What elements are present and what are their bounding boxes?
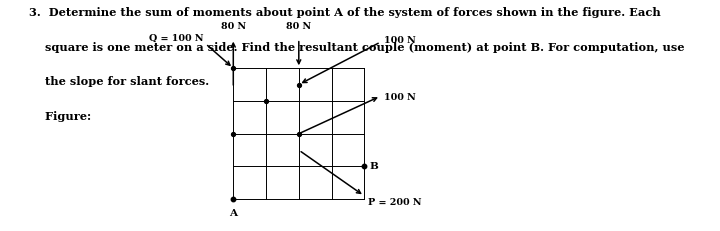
Text: B: B	[369, 162, 378, 171]
Text: Figure:: Figure:	[29, 111, 91, 122]
Text: Q = 100 N: Q = 100 N	[149, 34, 204, 43]
Text: P = 200 N: P = 200 N	[368, 198, 421, 207]
Text: 3.  Determine the sum of moments about point A of the system of forces shown in : 3. Determine the sum of moments about po…	[29, 7, 660, 18]
Text: 100 N: 100 N	[384, 93, 415, 102]
Text: 80 N: 80 N	[287, 21, 311, 30]
Text: the slope for slant forces.: the slope for slant forces.	[29, 76, 209, 87]
Text: 100 N: 100 N	[384, 36, 415, 45]
Text: square is one meter on a side. Find the resultant couple (moment) at point B. Fo: square is one meter on a side. Find the …	[29, 42, 684, 53]
Text: 80 N: 80 N	[221, 21, 246, 30]
Text: A: A	[229, 209, 238, 218]
